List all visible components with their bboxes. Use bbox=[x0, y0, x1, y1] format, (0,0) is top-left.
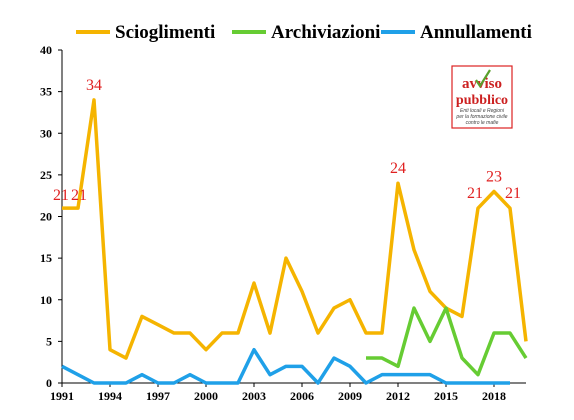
series-line-annullamenti bbox=[61, 347, 510, 385]
data-label: 23 bbox=[486, 169, 502, 186]
checkmark-icon bbox=[475, 69, 491, 89]
legend-label: Annullamenti bbox=[420, 22, 532, 43]
y-tick-label: 35 bbox=[40, 85, 52, 99]
series-line-scioglimenti bbox=[62, 98, 528, 360]
x-tick-label: 1994 bbox=[98, 389, 122, 403]
y-tick-label: 0 bbox=[46, 376, 52, 390]
y-tick-label: 20 bbox=[40, 210, 52, 224]
x-tick-label: 1991 bbox=[50, 389, 74, 403]
y-tick-label: 30 bbox=[40, 126, 52, 140]
avviso-pubblico-logo: avviso pubblico Enti locali e Regioni pe… bbox=[451, 65, 513, 129]
y-tick-label: 10 bbox=[40, 293, 52, 307]
data-label: 21 bbox=[505, 185, 521, 202]
logo-tagline-1: Enti locali e Regioni bbox=[460, 108, 505, 114]
logo-tagline-2: per la formazione civile bbox=[455, 114, 507, 120]
x-tick-label: 2018 bbox=[482, 389, 506, 403]
data-label: 21 bbox=[71, 187, 87, 204]
x-tick-label: 2003 bbox=[242, 389, 266, 403]
chart-series bbox=[61, 98, 528, 385]
series-line-archiviazioni bbox=[366, 306, 528, 377]
y-tick-label: 40 bbox=[40, 43, 52, 57]
y-tick-label: 25 bbox=[40, 168, 52, 182]
y-tick-label: 5 bbox=[46, 334, 52, 348]
data-label: 24 bbox=[390, 160, 406, 177]
x-tick-label: 2015 bbox=[434, 389, 458, 403]
data-label: 34 bbox=[86, 77, 102, 94]
chart-legend: Scioglimenti Archiviazioni Annullamenti bbox=[76, 22, 532, 43]
x-tick-label: 2012 bbox=[386, 389, 410, 403]
x-tick-label: 2006 bbox=[290, 389, 314, 403]
legend-label: Archiviazioni bbox=[271, 22, 380, 43]
logo-tagline-3: contro le mafie bbox=[466, 120, 499, 126]
chart-axes: 0 5 10 15 20 25 30 35 40 1991 1994 1997 2000 2003 2006… bbox=[40, 43, 526, 403]
legend-label: Scioglimenti bbox=[115, 22, 215, 43]
x-tick-label: 1997 bbox=[146, 389, 170, 403]
logo-line2: pubblico bbox=[456, 93, 508, 108]
y-tick-label: 15 bbox=[40, 251, 52, 265]
data-label: 21 bbox=[53, 187, 69, 204]
data-label: 21 bbox=[467, 185, 483, 202]
x-tick-label: 2009 bbox=[338, 389, 362, 403]
x-tick-label: 2000 bbox=[194, 389, 218, 403]
